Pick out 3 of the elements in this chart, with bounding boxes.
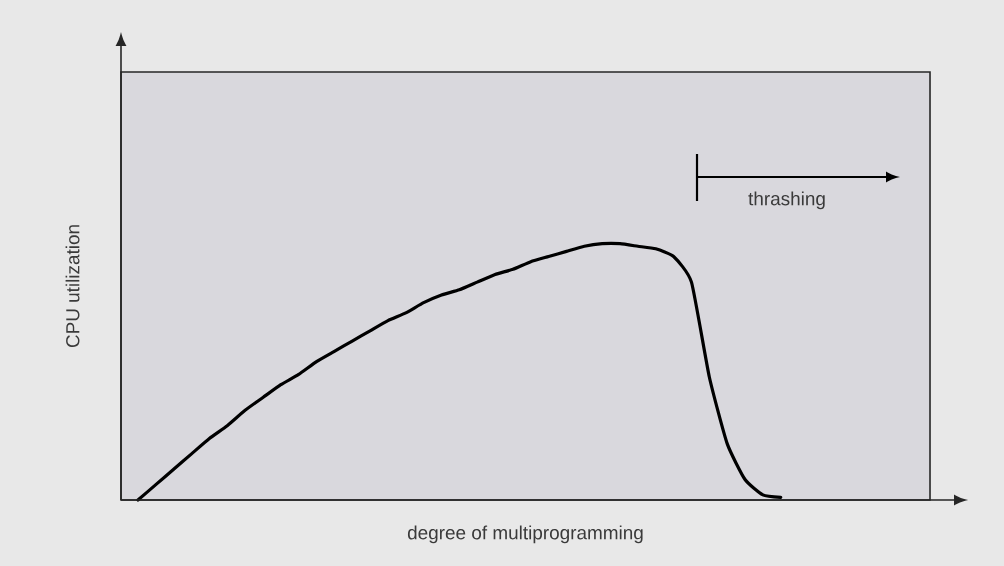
y-axis-title: CPU utilization [65, 225, 80, 348]
text: thrashing [748, 191, 825, 210]
x-axis-title: degree of multiprogramming [407, 525, 643, 544]
